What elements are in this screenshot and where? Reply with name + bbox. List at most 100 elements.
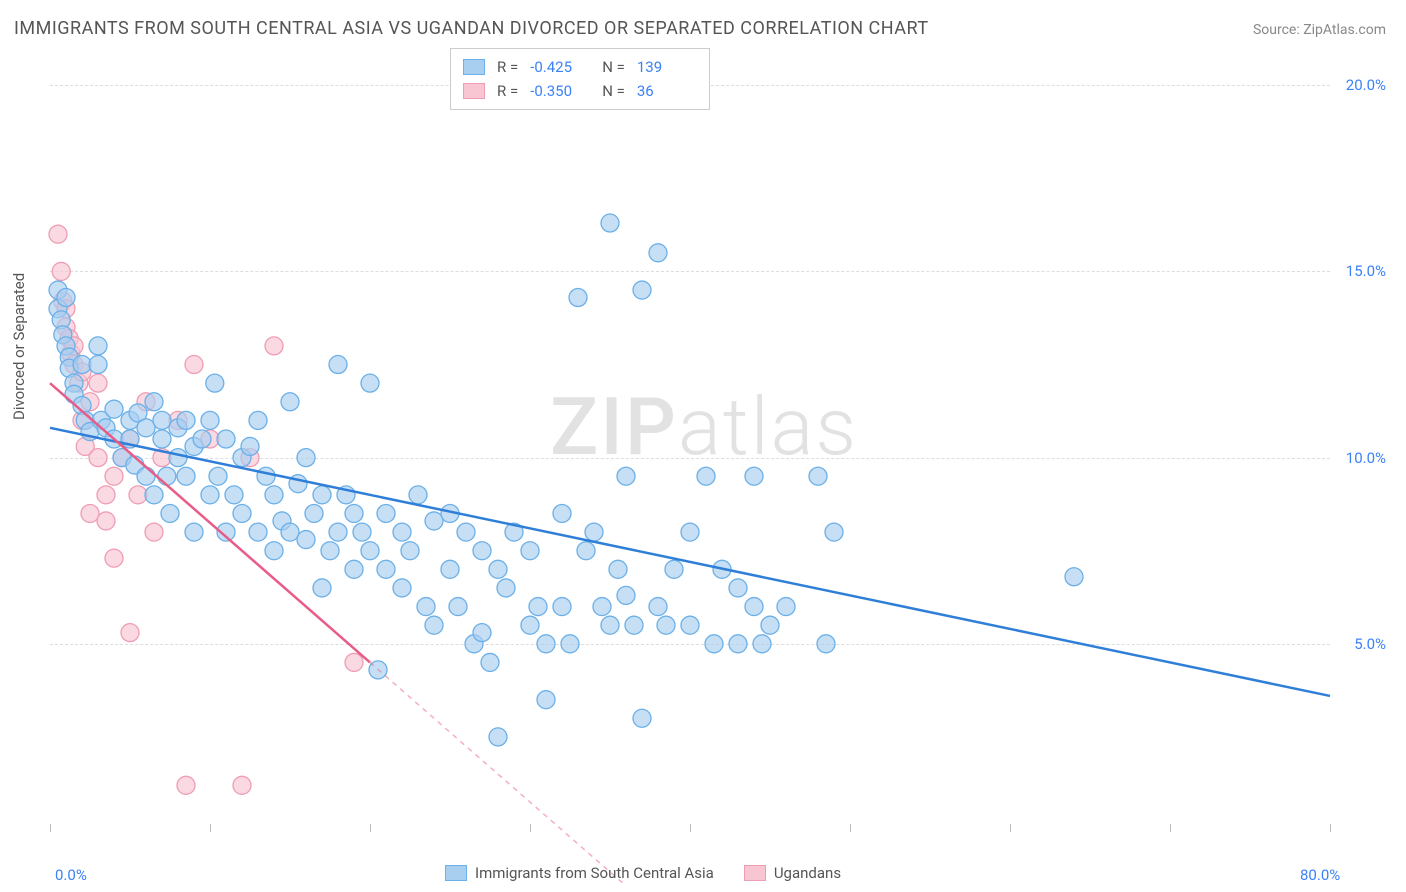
- data-point: [329, 523, 347, 541]
- data-point: [145, 486, 163, 504]
- data-point: [761, 616, 779, 634]
- trend-line-extension: [370, 662, 626, 885]
- data-point: [617, 467, 635, 485]
- data-point: [393, 579, 411, 597]
- x-tick-label: 0.0%: [55, 866, 87, 884]
- data-point: [617, 586, 635, 604]
- data-point: [49, 225, 67, 243]
- legend-item-2: Ugandans: [744, 864, 841, 882]
- data-point: [345, 504, 363, 522]
- data-point: [89, 337, 107, 355]
- data-point: [481, 653, 499, 671]
- n-value-1: 139: [637, 58, 697, 76]
- data-point: [89, 356, 107, 374]
- data-point: [249, 411, 267, 429]
- data-point: [697, 467, 715, 485]
- x-tick-label: 80.0%: [1300, 866, 1340, 884]
- r-value-2: -0.350: [530, 82, 590, 100]
- swatch-bottom-2: [744, 865, 766, 881]
- data-point: [225, 486, 243, 504]
- data-point: [265, 486, 283, 504]
- data-point: [201, 411, 219, 429]
- data-point: [201, 486, 219, 504]
- trend-line: [50, 428, 1330, 696]
- stats-legend-row-1: R = -0.425 N = 139: [463, 55, 697, 79]
- r-value-1: -0.425: [530, 58, 590, 76]
- data-point: [649, 244, 667, 262]
- data-point: [206, 374, 224, 392]
- data-point: [305, 504, 323, 522]
- data-point: [345, 653, 363, 671]
- data-point: [153, 411, 171, 429]
- data-point: [601, 616, 619, 634]
- data-point: [521, 616, 539, 634]
- data-point: [257, 467, 275, 485]
- bottom-legend: Immigrants from South Central Asia Ugand…: [445, 864, 841, 882]
- data-point: [377, 504, 395, 522]
- data-point: [209, 467, 227, 485]
- data-point: [137, 467, 155, 485]
- y-tick-label: 20.0%: [1346, 76, 1386, 94]
- legend-label-2: Ugandans: [774, 864, 841, 882]
- data-point: [489, 560, 507, 578]
- data-point: [345, 560, 363, 578]
- n-label: N =: [602, 58, 625, 76]
- data-point: [521, 542, 539, 560]
- data-point: [233, 504, 251, 522]
- data-point: [665, 560, 683, 578]
- data-point: [825, 523, 843, 541]
- data-point: [425, 616, 443, 634]
- data-point: [89, 449, 107, 467]
- data-point: [593, 598, 611, 616]
- data-point: [441, 560, 459, 578]
- data-point: [569, 288, 587, 306]
- data-point: [137, 419, 155, 437]
- data-point: [73, 356, 91, 374]
- data-point: [497, 579, 515, 597]
- r-label: R =: [497, 58, 518, 76]
- stats-legend-row-2: R = -0.350 N = 36: [463, 79, 697, 103]
- data-point: [409, 486, 427, 504]
- chart-title: IMMIGRANTS FROM SOUTH CENTRAL ASIA VS UG…: [14, 18, 929, 39]
- data-point: [417, 598, 435, 616]
- data-point: [817, 635, 835, 653]
- data-point: [313, 579, 331, 597]
- data-point: [89, 374, 107, 392]
- data-point: [185, 523, 203, 541]
- data-point: [145, 393, 163, 411]
- y-tick-label: 10.0%: [1346, 449, 1386, 467]
- swatch-series-2: [463, 83, 485, 99]
- data-point: [177, 411, 195, 429]
- data-point: [745, 467, 763, 485]
- data-point: [1065, 568, 1083, 586]
- data-point: [249, 523, 267, 541]
- data-point: [361, 542, 379, 560]
- data-point: [705, 635, 723, 653]
- data-point: [129, 486, 147, 504]
- data-point: [169, 449, 187, 467]
- swatch-bottom-1: [445, 865, 467, 881]
- data-point: [321, 542, 339, 560]
- data-point: [729, 579, 747, 597]
- data-point: [457, 523, 475, 541]
- data-point: [393, 523, 411, 541]
- data-point: [161, 504, 179, 522]
- data-point: [105, 400, 123, 418]
- data-point: [265, 542, 283, 560]
- data-point: [681, 616, 699, 634]
- chart-svg: [50, 48, 1330, 830]
- data-point: [777, 598, 795, 616]
- data-point: [489, 728, 507, 746]
- data-point: [353, 523, 371, 541]
- data-point: [121, 624, 139, 642]
- legend-item-1: Immigrants from South Central Asia: [445, 864, 714, 882]
- data-point: [177, 776, 195, 794]
- data-point: [425, 512, 443, 530]
- data-point: [297, 449, 315, 467]
- data-point: [553, 598, 571, 616]
- source-label: Source: ZipAtlas.com: [1253, 22, 1386, 38]
- data-point: [241, 437, 259, 455]
- y-tick-label: 15.0%: [1346, 262, 1386, 280]
- n-value-2: 36: [637, 82, 697, 100]
- stats-legend: R = -0.425 N = 139 R = -0.350 N = 36: [450, 48, 710, 110]
